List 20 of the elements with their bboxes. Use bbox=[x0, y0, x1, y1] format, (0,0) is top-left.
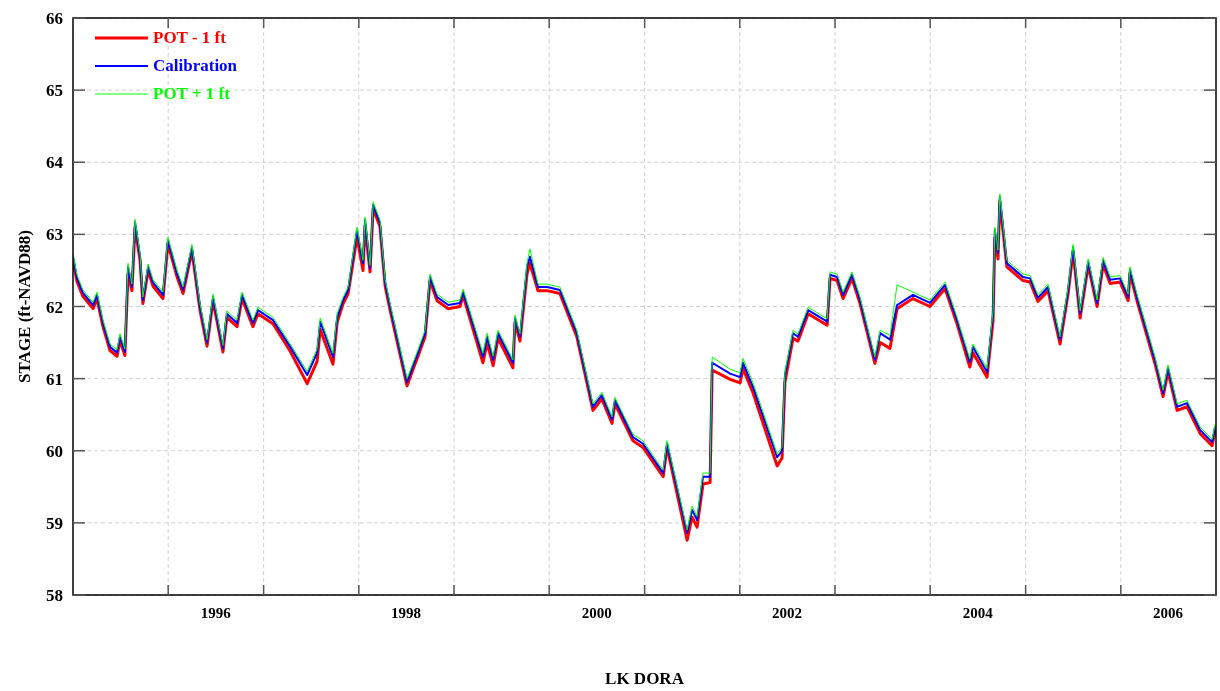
y-tick-label: 63 bbox=[46, 225, 63, 245]
x-tick-label: 1998 bbox=[391, 605, 422, 621]
legend-label: POT + 1 ft bbox=[153, 84, 231, 103]
x-axis-title: LK DORA bbox=[605, 669, 685, 688]
x-tick-label: 2004 bbox=[962, 605, 994, 621]
x-tick-label: 2006 bbox=[1153, 605, 1184, 621]
y-tick-label: 66 bbox=[46, 9, 63, 28]
y-tick-label: 58 bbox=[46, 586, 63, 605]
y-axis-title: STAGE (ft-NAVD88) bbox=[15, 230, 34, 383]
x-tick-label: 2000 bbox=[581, 605, 612, 621]
y-tick-label: 61 bbox=[46, 369, 63, 389]
legend-label: Calibration bbox=[153, 56, 238, 75]
legend-label: POT - 1 ft bbox=[153, 28, 227, 47]
y-tick-label: 62 bbox=[46, 297, 63, 317]
y-tick-label: 64 bbox=[46, 153, 64, 173]
y-tick-label: 59 bbox=[46, 513, 63, 533]
x-tick-label: 2002 bbox=[772, 605, 803, 621]
y-tick-label: 60 bbox=[46, 441, 63, 461]
y-tick-label: 65 bbox=[46, 81, 63, 101]
x-tick-label: 1996 bbox=[200, 605, 232, 621]
